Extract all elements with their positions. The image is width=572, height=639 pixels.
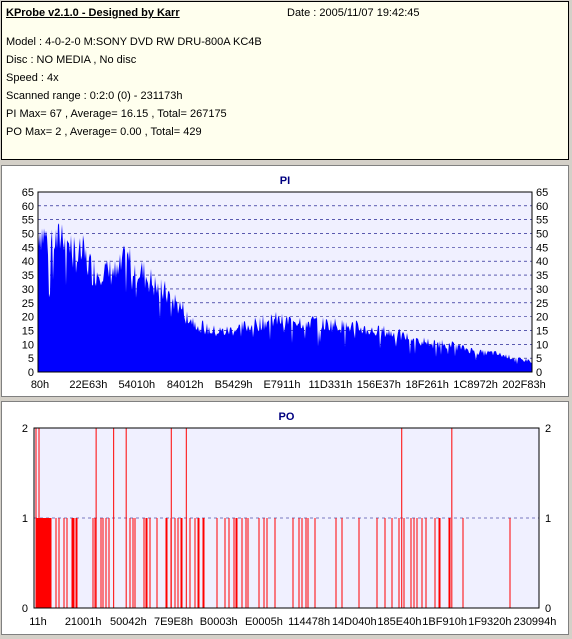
pi-xtick: 18F261h: [405, 379, 448, 391]
pi-ytick-left: 40: [22, 256, 34, 268]
pi-plot-frame: [37, 191, 533, 373]
po-ytick-right: 2: [545, 423, 551, 435]
po-xtick: 11h: [29, 616, 47, 628]
pi-ytick-right: 10: [536, 339, 548, 351]
pi-ytick-right: 30: [536, 284, 548, 296]
po-xtick: 21001h: [65, 616, 102, 628]
po-xtick: 114478h: [288, 616, 330, 628]
pi-xtick: E7911h: [263, 379, 300, 391]
info-panel: KProbe v2.1.0 - Designed by Karr Date : …: [1, 1, 569, 160]
pi-ytick-right: 35: [536, 270, 548, 282]
pi-ytick-left: 35: [22, 270, 34, 282]
pi-ytick-right: 40: [536, 256, 548, 268]
pi-xtick: 11D331h: [308, 379, 352, 391]
pi-ytick-right: 45: [536, 242, 548, 254]
pi-ytick-left: 45: [22, 242, 34, 254]
pi-ytick-right: 65: [536, 187, 548, 199]
po-xtick: 50042h: [110, 616, 147, 628]
po-chart-title: PO: [279, 411, 295, 423]
po-xtick: E0005h: [245, 616, 283, 628]
pi-xtick: 54010h: [118, 379, 155, 391]
pi-xtick: B5429h: [215, 379, 253, 391]
po-ytick-right: 1: [545, 513, 551, 525]
pi-xtick: 80h: [31, 379, 49, 391]
pi-stats-line: PI Max= 67 , Average= 16.15 , Total= 267…: [6, 108, 227, 120]
pi-ytick-left: 10: [22, 339, 34, 351]
pi-chart-panel: PI 0 0 5 5 10 10 15 15 20 20 25 25 30 30 35 35 40 40 45 45 50…: [1, 165, 569, 397]
pi-xtick: 84012h: [167, 379, 204, 391]
pi-ytick-right: 50: [536, 229, 548, 241]
po-xtick: 185E40h: [377, 616, 421, 628]
po-stats-line: PO Max= 2 , Average= 0.00 , Total= 429: [6, 126, 202, 138]
app-title: KProbe v2.1.0 - Designed by Karr: [6, 7, 180, 19]
pi-ytick-right: 5: [536, 353, 542, 365]
po-plot-frame: [33, 427, 540, 609]
po-xtick: 230994h: [514, 616, 557, 628]
pi-ytick-left: 60: [22, 201, 34, 213]
pi-series-area: [38, 223, 532, 372]
po-xtick: 1F9320h: [468, 616, 511, 628]
po-chart: PO 0 0 1 1 2 2 11h 21001h 50042h 7E9E8h B0003h E0005…: [22, 411, 557, 628]
pi-ytick-left: 30: [22, 284, 34, 296]
scan-date: Date : 2005/11/07 19:42:45: [287, 7, 420, 19]
pi-xtick: 1C8972h: [453, 379, 498, 391]
pi-ytick-left: 0: [28, 367, 34, 379]
pi-ytick-left: 15: [22, 325, 34, 337]
po-ytick-left: 0: [22, 603, 28, 615]
po-ytick-left: 2: [22, 423, 28, 435]
pi-chart-title: PI: [280, 175, 290, 187]
disc-line: Disc : NO MEDIA , No disc: [6, 54, 137, 66]
po-ytick-right: 0: [545, 603, 551, 615]
po-chart-panel: PO 0 0 1 1 2 2 11h 21001h 50042h 7E9E8h B0003h E0005…: [1, 401, 569, 635]
pi-ytick-right: 15: [536, 325, 548, 337]
po-ytick-left: 1: [22, 513, 28, 525]
pi-ytick-left: 5: [28, 353, 34, 365]
pi-ytick-left: 55: [22, 215, 34, 227]
pi-ytick-left: 20: [22, 312, 34, 324]
pi-xtick: 22E63h: [69, 379, 107, 391]
pi-ytick-right: 0: [536, 367, 542, 379]
pi-ytick-left: 25: [22, 298, 34, 310]
po-xtick: 14D040h: [332, 616, 377, 628]
pi-xtick: 202F83h: [502, 379, 545, 391]
po-xtick: 1BF910h: [422, 616, 467, 628]
pi-xtick: 156E37h: [357, 379, 401, 391]
pi-ytick-left: 50: [22, 229, 34, 241]
po-xtick: B0003h: [200, 616, 238, 628]
pi-ytick-right: 25: [536, 298, 548, 310]
speed-line: Speed : 4x: [6, 72, 59, 84]
po-xtick: 7E9E8h: [154, 616, 193, 628]
range-line: Scanned range : 0:2:0 (0) - 231173h: [6, 90, 183, 102]
pi-ytick-right: 55: [536, 215, 548, 227]
pi-ytick-right: 60: [536, 201, 548, 213]
pi-ytick-left: 65: [22, 187, 34, 199]
model-line: Model : 4-0-2-0 M:SONY DVD RW DRU-800A K…: [6, 36, 262, 48]
pi-ytick-right: 20: [536, 312, 548, 324]
